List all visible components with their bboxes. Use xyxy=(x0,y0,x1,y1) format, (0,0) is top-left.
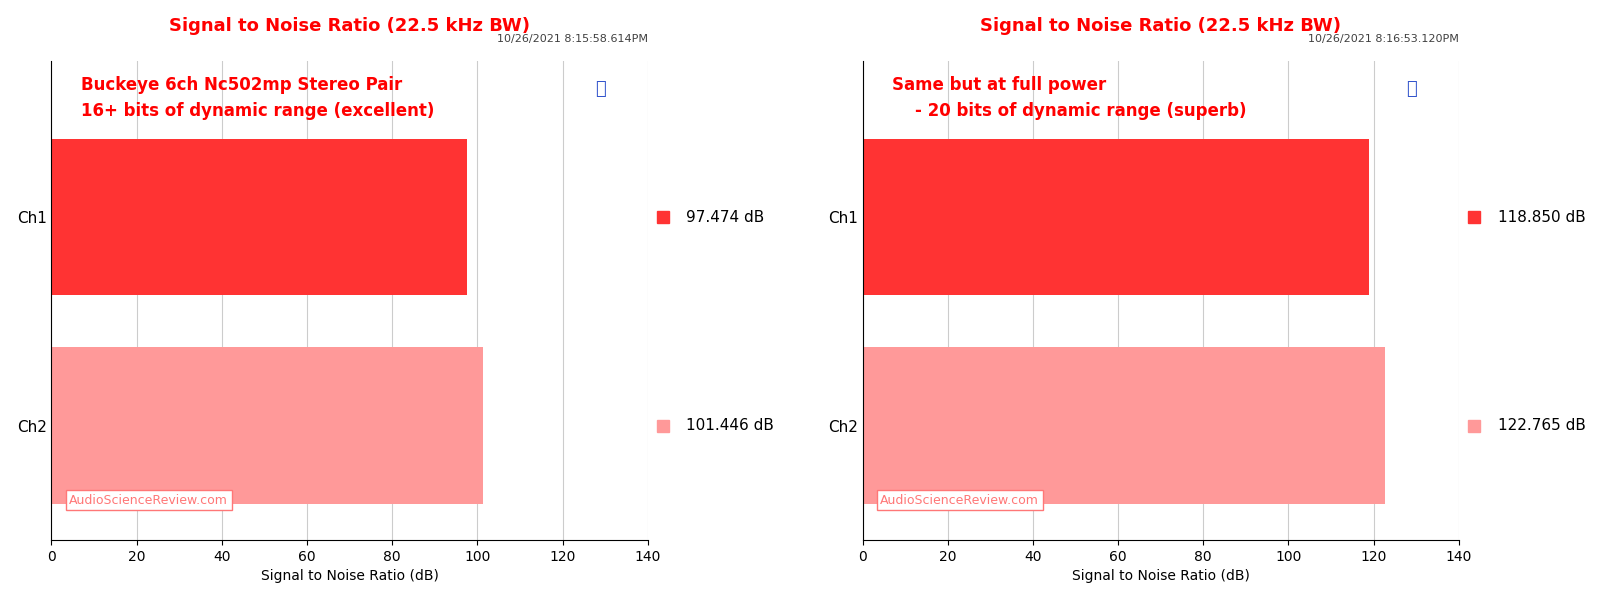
Bar xyxy=(51,347,483,503)
Text: AudioScienceReview.com: AudioScienceReview.com xyxy=(69,494,229,506)
Bar xyxy=(862,347,1386,503)
Text: 101.446 dB: 101.446 dB xyxy=(686,418,774,433)
Text: AudioScienceReview.com: AudioScienceReview.com xyxy=(880,494,1040,506)
Text: 10/26/2021 8:15:58.614PM: 10/26/2021 8:15:58.614PM xyxy=(496,34,648,44)
Text: 118.850 dB: 118.850 dB xyxy=(1498,210,1586,225)
Title: Signal to Noise Ratio (22.5 kHz BW): Signal to Noise Ratio (22.5 kHz BW) xyxy=(170,17,530,35)
Text: Buckeye 6ch Nc502mp Stereo Pair
16+ bits of dynamic range (excellent): Buckeye 6ch Nc502mp Stereo Pair 16+ bits… xyxy=(82,76,435,120)
Text: 97.474 dB: 97.474 dB xyxy=(686,210,765,225)
Title: Signal to Noise Ratio (22.5 kHz BW): Signal to Noise Ratio (22.5 kHz BW) xyxy=(981,17,1341,35)
Text: Ⓐ: Ⓐ xyxy=(1406,80,1416,98)
Text: 122.765 dB: 122.765 dB xyxy=(1498,418,1586,433)
Text: 10/26/2021 8:16:53.120PM: 10/26/2021 8:16:53.120PM xyxy=(1307,34,1459,44)
X-axis label: Signal to Noise Ratio (dB): Signal to Noise Ratio (dB) xyxy=(261,569,438,583)
Bar xyxy=(862,139,1368,295)
Text: Ⓐ: Ⓐ xyxy=(595,80,605,98)
Bar xyxy=(51,139,467,295)
Text: Same but at full power
    - 20 bits of dynamic range (superb): Same but at full power - 20 bits of dyna… xyxy=(893,76,1246,120)
X-axis label: Signal to Noise Ratio (dB): Signal to Noise Ratio (dB) xyxy=(1072,569,1250,583)
